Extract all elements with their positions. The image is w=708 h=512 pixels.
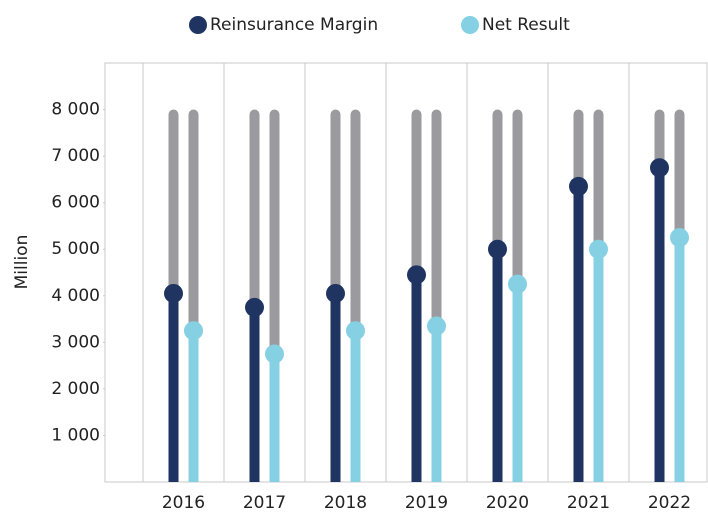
y-tick-label: 2 000 — [51, 379, 100, 399]
plot-frame — [104, 62, 708, 483]
y-tick-label: 8 000 — [51, 100, 100, 120]
stem — [593, 249, 604, 482]
x-tick-label: 2021 — [567, 493, 610, 512]
x-tick-label: 2019 — [405, 493, 448, 512]
stem — [411, 274, 422, 482]
stem — [573, 186, 584, 482]
x-tick-label: 2016 — [162, 493, 205, 512]
y-tick-label: 6 000 — [51, 193, 100, 213]
dot — [569, 176, 588, 196]
stem — [431, 326, 442, 482]
dot — [164, 283, 183, 303]
stem — [350, 330, 361, 482]
y-tick-label: 7 000 — [51, 146, 100, 166]
stem — [674, 237, 685, 482]
x-tick-label: 2022 — [648, 493, 691, 512]
y-tick-label: 3 000 — [51, 332, 100, 352]
stem — [269, 353, 280, 482]
legend-label: Reinsurance Margin — [210, 15, 378, 35]
legend-swatch — [461, 16, 479, 34]
legend-swatch — [189, 16, 207, 34]
stem — [654, 167, 665, 482]
dot — [427, 316, 446, 336]
legend-label: Net Result — [482, 15, 570, 35]
dot — [488, 239, 507, 259]
dot — [184, 321, 203, 341]
stem — [188, 330, 199, 482]
dot — [508, 274, 527, 294]
dot — [346, 321, 365, 341]
y-tick-label: 1 000 — [51, 425, 100, 445]
y-tick-label: 4 000 — [51, 286, 100, 306]
dot — [650, 158, 669, 178]
x-tick-label: 2018 — [324, 493, 367, 512]
y-axis-label: Million — [12, 235, 32, 290]
stem — [249, 307, 260, 482]
dot — [589, 239, 608, 259]
dot — [670, 228, 689, 248]
stem — [512, 284, 523, 482]
y-tick-label: 5 000 — [51, 239, 100, 259]
stem — [168, 293, 179, 482]
x-tick-label: 2017 — [243, 493, 286, 512]
dot — [407, 265, 426, 285]
dot — [245, 297, 264, 317]
stem — [492, 249, 503, 482]
stem — [330, 293, 341, 482]
dot — [326, 283, 345, 303]
x-tick-label: 2020 — [486, 493, 529, 512]
dot — [265, 344, 284, 364]
